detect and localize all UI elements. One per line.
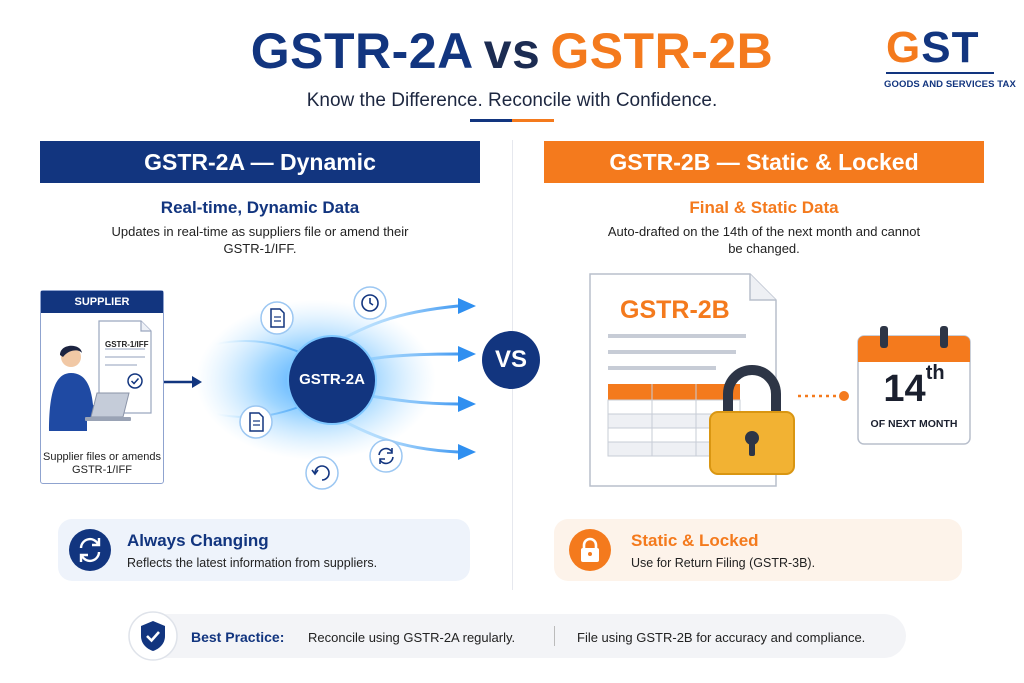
document-icon [239, 405, 273, 439]
page-subtitle: Know the Difference. Reconcile with Conf… [306, 90, 718, 111]
vs-badge: VS [482, 331, 540, 389]
refresh-icon [69, 529, 111, 571]
logo-underline [886, 72, 994, 74]
gstr2b-heading: Final & Static Data [689, 198, 839, 217]
best-practice-bar [130, 614, 906, 658]
subtitle-underline-blue [470, 119, 512, 122]
calendar-icon [857, 326, 971, 445]
gstr2b-doc-title: GSTR-2B [620, 296, 730, 324]
logo-letter-g: G [886, 23, 922, 72]
gstr2a-description: Updates in real-time as suppliers file o… [111, 224, 409, 256]
supplier-card: SUPPLIER GSTR-1/IFF Supplier files or am… [40, 290, 164, 484]
best-practice-label: Best Practice: [191, 629, 285, 645]
always-changing-title: Always Changing [127, 531, 269, 550]
title-gstr2a: GSTR-2A [250, 23, 474, 79]
always-changing-text: Reflects the latest information from sup… [127, 556, 378, 570]
calendar-day: 14th [858, 362, 970, 411]
best-practice-separator [554, 626, 555, 646]
document-icon [260, 301, 294, 335]
gstr2a-heading: Real-time, Dynamic Data [160, 198, 360, 217]
lock-icon [709, 365, 795, 475]
supplier-document [98, 320, 152, 414]
title-gstr2b: GSTR-2B [550, 23, 774, 79]
hub-label: GSTR-2A [299, 371, 365, 388]
static-locked-text: Use for Return Filing (GSTR-3B). [631, 556, 816, 570]
subtitle-underline-orange [512, 119, 554, 122]
page-title: GSTR-2A vs GSTR-2B [0, 22, 1024, 80]
refresh-icon [305, 456, 339, 490]
best-practice-file: File using GSTR-2B for accuracy and comp… [577, 630, 866, 645]
always-changing-card [58, 519, 470, 581]
best-practice-reconcile: Reconcile using GSTR-2A regularly. [308, 630, 516, 645]
static-locked-title: Static & Locked [631, 531, 759, 550]
calendar-day-number: 14 [883, 368, 926, 410]
supplier-doc-label: GSTR-1/IFF [105, 340, 149, 349]
refresh-icon [369, 439, 403, 473]
gstr2b-description: Auto-drafted on the 14th of the next mon… [607, 224, 921, 256]
shield-check-icon [128, 611, 178, 661]
calendar-day-suffix: th [925, 362, 945, 384]
gst-logo: GST [886, 26, 979, 70]
supplier-caption: Supplier files or amends GSTR-1/IFF [42, 451, 161, 476]
gstr2b-banner: GSTR-2B — Static & Locked [544, 141, 984, 183]
supplier-tag: SUPPLIER [41, 291, 163, 313]
person-laptop-icon [49, 320, 152, 431]
logo-subtitle: GOODS AND SERVICES TAX [884, 79, 1016, 90]
title-vs: vs [483, 23, 541, 79]
calendar-subtitle: OF NEXT MONTH [870, 418, 958, 430]
clock-icon [353, 286, 387, 320]
dynamic-flow-graphic [196, 298, 476, 460]
connector-dots [798, 391, 849, 401]
lock-icon [569, 529, 611, 571]
gstr2a-banner: GSTR-2A — Dynamic [40, 141, 480, 183]
logo-letters-st: ST [921, 23, 980, 72]
static-locked-card [554, 519, 962, 581]
